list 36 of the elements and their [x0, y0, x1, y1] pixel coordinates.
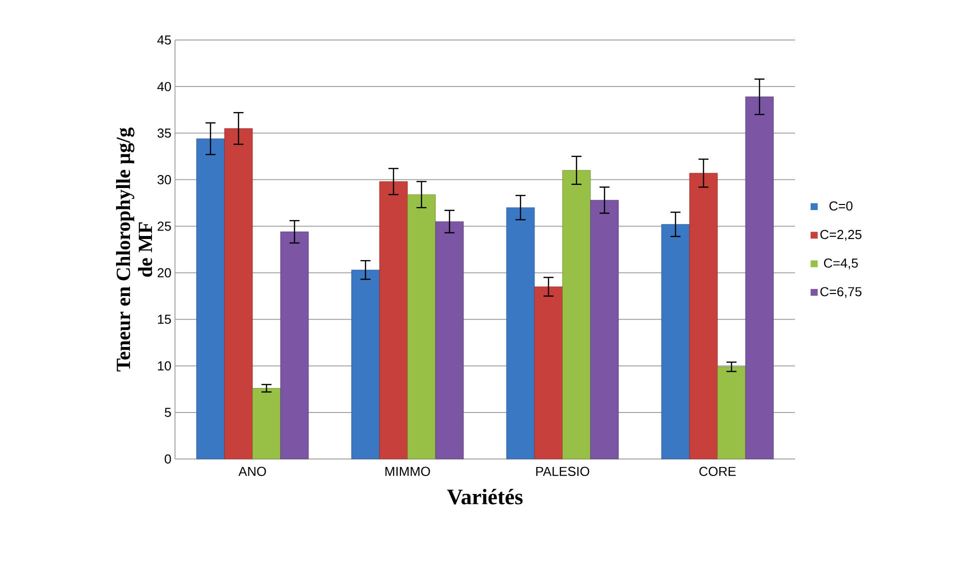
legend-label: C=6,75 — [820, 287, 862, 298]
legend-label: C=0 — [829, 201, 852, 211]
x-tick-label: MIMMO — [385, 466, 430, 476]
legend-label: C=2,25 — [820, 230, 862, 241]
bar — [506, 207, 535, 460]
y-tick-label: 30 — [158, 175, 171, 184]
bar — [534, 286, 563, 460]
bar — [689, 172, 718, 460]
bar — [562, 170, 591, 460]
y-tick-label: 0 — [164, 454, 171, 464]
y-axis-title: Teneur en Chlorophylle µg/g de MF — [116, 128, 152, 372]
bar — [407, 194, 436, 460]
y-tick-label: 20 — [158, 268, 171, 278]
y-tick-label: 45 — [157, 35, 171, 45]
bar — [379, 181, 408, 460]
bar — [717, 366, 746, 460]
bar — [280, 232, 309, 460]
bar — [590, 200, 619, 460]
y-tick-label: 10 — [158, 361, 171, 370]
bar — [745, 96, 774, 460]
y-tick-label: 15 — [158, 314, 171, 324]
x-tick-label: CORE — [699, 466, 736, 476]
y-tick-label: 5 — [164, 408, 171, 417]
bar — [661, 224, 690, 460]
x-axis-title: Variétés — [447, 488, 523, 504]
bar — [435, 221, 464, 460]
bar — [252, 388, 281, 460]
bar — [224, 128, 253, 460]
y-tick-label: 25 — [158, 222, 171, 231]
y-tick-label: 40 — [157, 82, 171, 92]
bar — [196, 138, 225, 460]
legend-label: C=4,5 — [824, 258, 858, 270]
x-tick-label: PALESIO — [536, 466, 590, 476]
bar — [351, 270, 380, 460]
x-tick-label: ANO — [238, 466, 266, 476]
y-tick-label: 35 — [158, 128, 171, 138]
